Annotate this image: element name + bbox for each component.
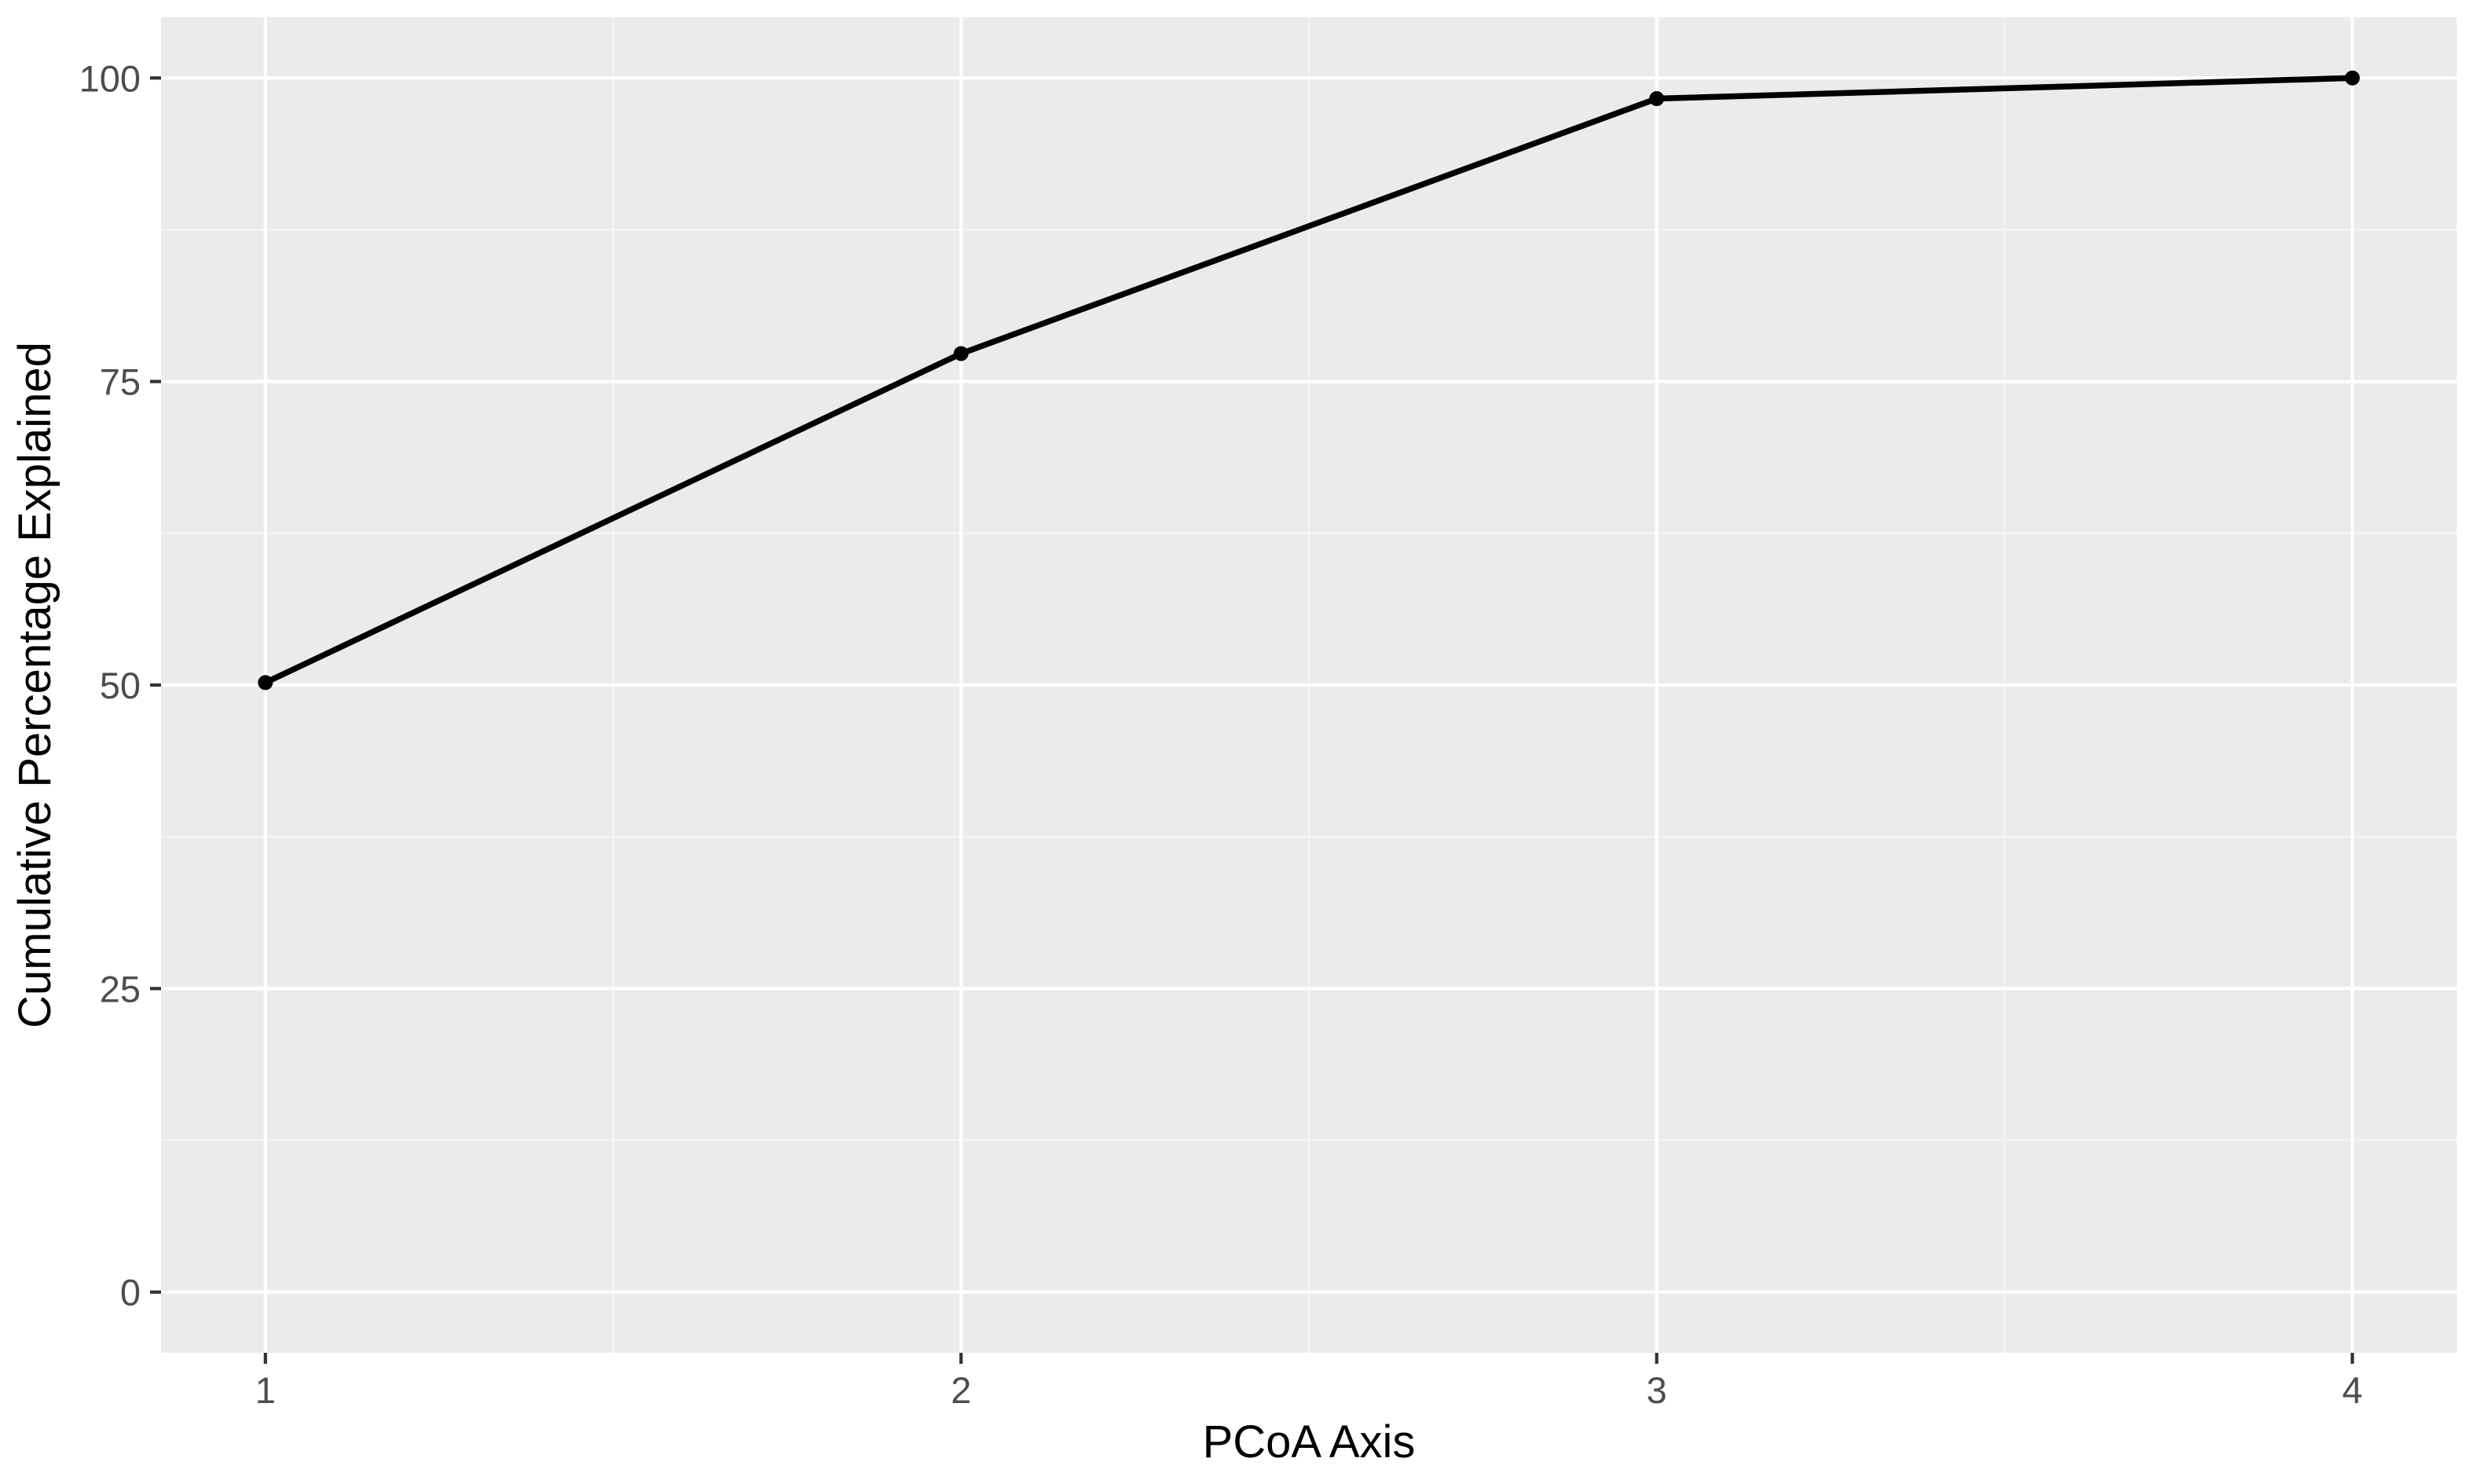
x-tick-label: 1 [255,1369,276,1411]
y-tick-label: 0 [120,1272,141,1314]
x-tick-label: 4 [2342,1369,2362,1411]
x-axis-title: PCoA Axis [1203,1416,1416,1468]
series-layer [258,70,2360,691]
data-point [1649,91,1665,107]
y-axis: 0 25 50 75 100 [79,57,161,1314]
y-axis-title: Cumulative Percentage Explained [9,342,60,1028]
y-tick-label: 75 [100,361,141,403]
y-tick-label: 50 [100,665,141,706]
data-point [953,346,969,361]
x-tick-label: 3 [1647,1369,1667,1411]
y-tick-label: 100 [79,57,141,99]
x-tick-label: 2 [951,1369,971,1411]
x-axis: 1 2 3 4 [255,1353,2362,1411]
y-tick-label: 25 [100,968,141,1009]
data-point [258,675,273,691]
series-line [264,75,2353,686]
data-point [2344,70,2360,86]
major-gridlines [161,17,2457,1353]
